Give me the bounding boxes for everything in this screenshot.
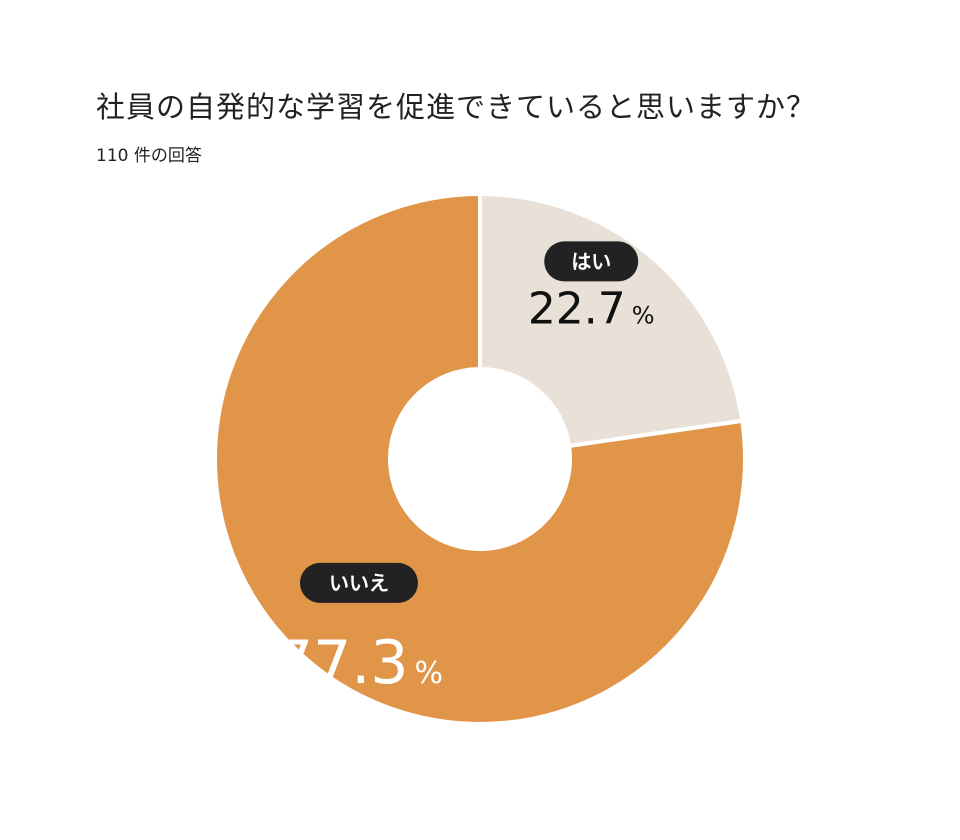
slice-label-pill-1 [299, 562, 418, 603]
slice-label-pill-0 [544, 241, 639, 282]
slice-value-unit-0: % [632, 301, 655, 329]
slice-value-1: 77.3% [275, 628, 443, 698]
slice-value-number-0: 22.7 [528, 283, 626, 334]
response-count: 110 件の回答 [96, 146, 202, 166]
slice-label-1: いいえ [329, 571, 389, 595]
slice-value-0: 22.7% [528, 283, 655, 334]
chart-title: 社員の自発的な学習を促進できていると思いますか？ [96, 90, 817, 124]
slice-value-number-1: 77.3 [275, 628, 409, 698]
slice-label-0: はい [571, 249, 611, 273]
slice-label-group-1: いいえ 77.3% [275, 562, 443, 698]
slice-value-unit-1: % [415, 656, 444, 691]
slice-label-group-0: はい 22.7% [528, 241, 655, 334]
